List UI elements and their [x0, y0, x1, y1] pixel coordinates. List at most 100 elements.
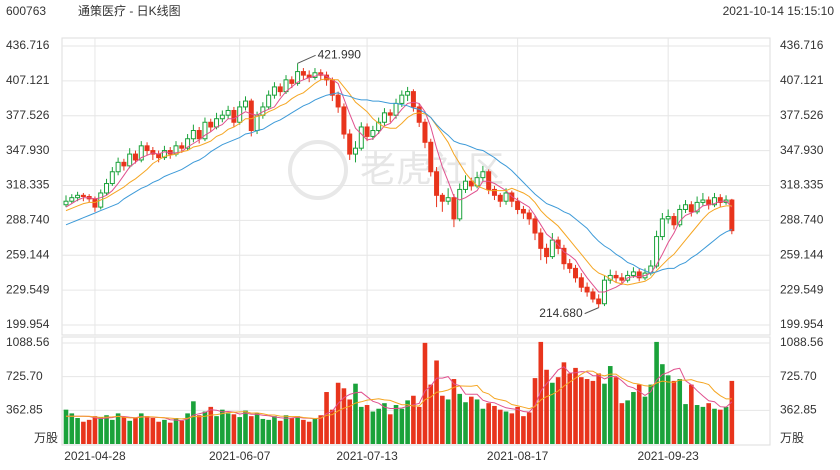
candle-body [266, 94, 272, 108]
candle-body [364, 126, 370, 137]
candle-body [381, 112, 387, 123]
volume-bar [555, 377, 561, 444]
x-tick-label: 2021-07-13 [336, 449, 398, 463]
candle-body [480, 171, 486, 179]
candle-body [393, 102, 399, 116]
volume-bar [451, 379, 457, 444]
volume-bar [538, 341, 544, 444]
volume-bar [411, 395, 416, 444]
y-tick-label: 199.954 [6, 317, 50, 331]
candle-body [717, 197, 723, 203]
volume-bar [469, 396, 474, 444]
volume-bar [266, 419, 271, 444]
volume-bar [231, 414, 237, 444]
candle-body [376, 121, 382, 132]
y-tick-label-right: 377.526 [780, 108, 824, 122]
candle-body [711, 197, 717, 206]
volume-bar [248, 416, 254, 444]
volume-bar [619, 403, 625, 444]
volume-bar [602, 383, 607, 444]
candle-body [538, 232, 544, 249]
candle-body [242, 100, 248, 108]
volume-bar [156, 421, 161, 444]
candle-body [214, 118, 220, 128]
candle-body [503, 192, 509, 202]
candle-body [358, 126, 364, 149]
x-tick-label: 2021-09-23 [637, 449, 699, 463]
candle-body [619, 277, 625, 281]
volume-bar [486, 403, 491, 444]
volume-bar [121, 417, 127, 444]
volume-tick-label-right: 362.85 [780, 402, 817, 416]
volume-bar [596, 373, 601, 444]
volume-bar [341, 388, 347, 444]
candle-body [428, 141, 434, 173]
candle-body [410, 91, 416, 108]
candle-body [219, 114, 225, 120]
volume-bar [660, 364, 665, 444]
candle-body [578, 277, 584, 288]
volume-bar [237, 417, 242, 444]
candle-body [515, 200, 521, 210]
volume-bar [399, 408, 405, 444]
volume-bar [428, 384, 434, 444]
volume-bar [220, 409, 225, 444]
volume-bar [405, 400, 410, 444]
candle-body [671, 216, 677, 226]
candle-body [196, 130, 202, 140]
candle-body [127, 153, 133, 167]
volume-bar [717, 409, 723, 444]
volume-bar [503, 411, 509, 444]
candle-body [185, 138, 191, 149]
volume-bar [69, 413, 75, 444]
volume-bar [521, 416, 526, 444]
candle-body [630, 271, 636, 276]
volume-bar [671, 380, 677, 444]
volume-bar [150, 418, 156, 444]
candle-body [491, 188, 497, 196]
volume-bar [324, 392, 329, 444]
volume-bar [376, 408, 381, 444]
candle-body [654, 236, 660, 267]
price-panel [61, 37, 771, 336]
candle-body [445, 197, 451, 202]
volume-unit-right: 万股 [780, 431, 804, 445]
volume-bar [665, 375, 671, 444]
candle-body [190, 130, 196, 140]
y-tick-label: 229.549 [6, 282, 50, 296]
volume-bar [318, 415, 324, 444]
volume-bar [515, 406, 520, 444]
candle-body [387, 112, 393, 116]
volume-bar [474, 399, 480, 444]
volume-bar [497, 409, 503, 444]
volume-bar [202, 411, 208, 444]
volume-bar [312, 418, 318, 444]
chart-title: 通策医疗 - 日K线图 [78, 4, 181, 18]
y-tick-label-right: 288.740 [780, 213, 824, 227]
candle-body [665, 216, 671, 220]
volume-bar [445, 399, 451, 444]
y-tick-label: 436.716 [6, 38, 50, 52]
candle-body [347, 133, 353, 155]
price-ma-line [65, 73, 733, 293]
candle-body [63, 200, 69, 206]
volume-bar [689, 384, 694, 444]
candle-body [526, 212, 532, 220]
annotation-line [584, 307, 599, 315]
volume-bar [272, 416, 277, 444]
volume-bar [631, 392, 636, 444]
volume-bar [196, 415, 202, 444]
volume-bar [347, 399, 353, 444]
volume-bar [110, 419, 115, 444]
candle-body [115, 161, 121, 173]
candle-body [104, 183, 110, 194]
volume-bar [584, 379, 590, 444]
y-tick-label-right: 259.144 [780, 247, 824, 261]
volume-bar [613, 377, 619, 444]
timestamp: 2021-10-14 15:15:10 [723, 4, 835, 18]
candle-body [729, 199, 735, 232]
volume-bar [526, 412, 532, 444]
candle-body [144, 145, 150, 152]
volume-bar [185, 413, 190, 444]
candle-body [573, 267, 579, 279]
